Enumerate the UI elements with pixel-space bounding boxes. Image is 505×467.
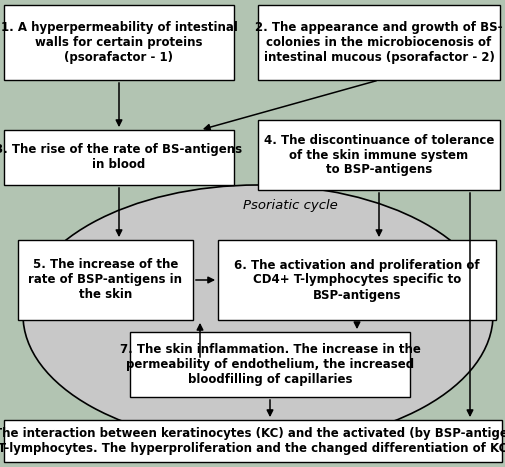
FancyBboxPatch shape xyxy=(130,332,409,397)
FancyBboxPatch shape xyxy=(258,120,499,190)
FancyBboxPatch shape xyxy=(218,240,495,320)
FancyBboxPatch shape xyxy=(4,420,501,462)
Ellipse shape xyxy=(23,185,492,445)
Text: 1. A hyperpermeability of intestinal
walls for certain proteins
(psorafactor - 1: 1. A hyperpermeability of intestinal wal… xyxy=(1,21,237,64)
Text: 6. The activation and proliferation of
CD4+ T-lymphocytes specific to
BSP-antige: 6. The activation and proliferation of C… xyxy=(234,259,479,302)
Text: 7. The skin inflammation. The increase in the
permeability of endothelium, the i: 7. The skin inflammation. The increase i… xyxy=(119,343,420,386)
FancyBboxPatch shape xyxy=(18,240,192,320)
FancyBboxPatch shape xyxy=(4,130,233,185)
Text: 3. The rise of the rate of BS-antigens
in blood: 3. The rise of the rate of BS-antigens i… xyxy=(0,143,242,171)
Text: 8. The interaction between keratinocytes (KC) and the activated (by BSP-antigens: 8. The interaction between keratinocytes… xyxy=(0,427,505,455)
FancyBboxPatch shape xyxy=(4,5,233,80)
Text: 4. The discontinuance of tolerance
of the skin immune system
to BSP-antigens: 4. The discontinuance of tolerance of th… xyxy=(263,134,493,177)
FancyBboxPatch shape xyxy=(258,5,499,80)
Text: Psoriatic cycle: Psoriatic cycle xyxy=(242,198,337,212)
Text: 5. The increase of the
rate of BSP-antigens in
the skin: 5. The increase of the rate of BSP-antig… xyxy=(28,259,182,302)
Text: 2. The appearance and growth of BS-
colonies in the microbiocenosis of
intestina: 2. The appearance and growth of BS- colo… xyxy=(255,21,502,64)
